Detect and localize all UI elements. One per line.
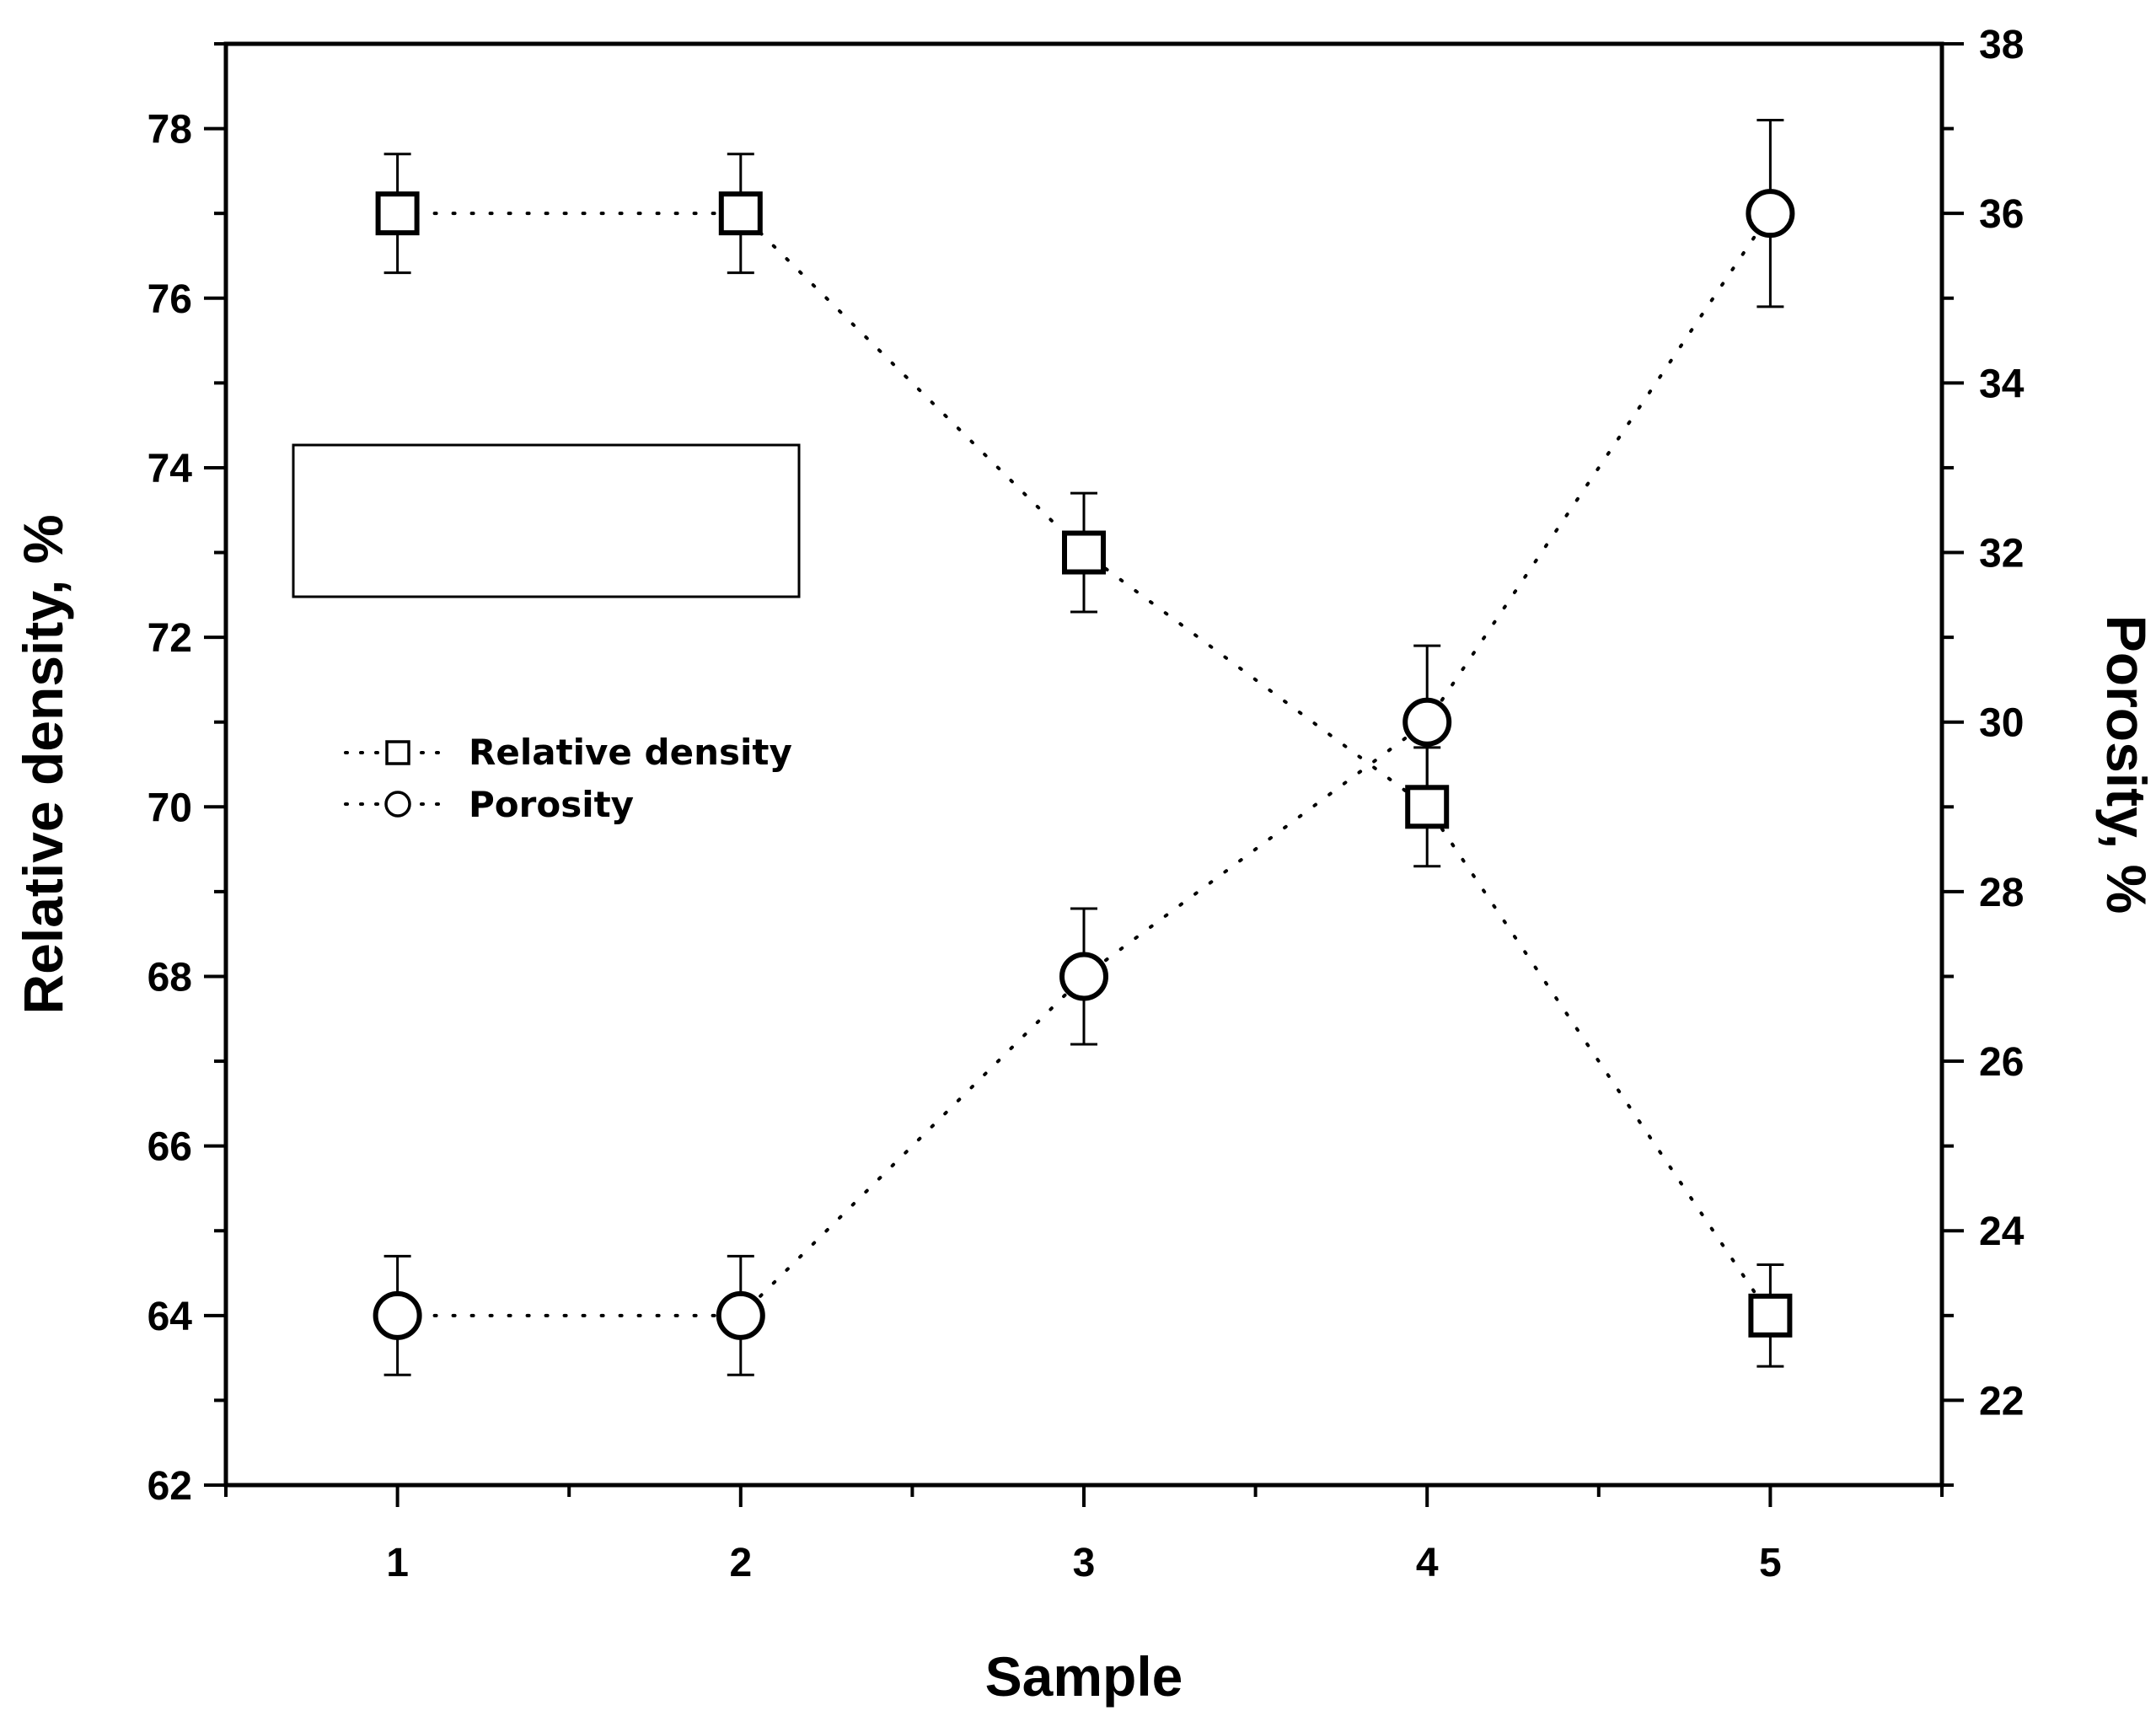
marker-relative-density-3 — [1062, 530, 1106, 575]
x-tick-label-4: 4 — [1416, 1541, 1439, 1585]
marker-relative-density-5 — [1748, 1293, 1793, 1338]
legend-marker-relative-density — [385, 740, 410, 765]
x-tick-label-2: 2 — [729, 1541, 752, 1585]
right-y-tick-label-26: 26 — [1979, 1040, 2024, 1085]
x-tick-label-3: 3 — [1073, 1541, 1096, 1585]
marker-porosity-1 — [373, 1290, 422, 1340]
right-y-tick-label-34: 34 — [1979, 362, 2025, 406]
marker-porosity-4 — [1402, 697, 1452, 747]
right-y-tick-label-22: 22 — [1979, 1379, 2024, 1424]
right-y-axis-title: Porosity, % — [2095, 615, 2156, 914]
right-y-tick-label-28: 28 — [1979, 871, 2024, 915]
left-y-tick-label-74: 74 — [147, 447, 193, 491]
legend-marker-porosity — [384, 791, 411, 818]
right-y-tick-label-36: 36 — [1979, 192, 2024, 237]
left-y-axis-title: Relative density, % — [12, 514, 74, 1014]
x-axis-title: Sample — [985, 1645, 1183, 1708]
data-markers — [373, 189, 1795, 1340]
left-y-tick-label-70: 70 — [147, 786, 192, 830]
x-tick-label-1: 1 — [386, 1541, 409, 1585]
right-y-tick-label-38: 38 — [1979, 23, 2024, 67]
marker-porosity-2 — [716, 1290, 765, 1340]
legend-label-porosity: Porosity — [469, 784, 634, 825]
marker-relative-density-2 — [718, 191, 763, 236]
left-y-tick-label-66: 66 — [147, 1125, 192, 1170]
left-y-tick-label-72: 72 — [147, 616, 192, 661]
left-y-tick-label-64: 64 — [147, 1295, 193, 1339]
left-y-tick-label-76: 76 — [147, 277, 192, 322]
left-y-tick-label-68: 68 — [147, 955, 192, 1000]
marker-relative-density-1 — [375, 191, 420, 236]
right-y-tick-label-24: 24 — [1979, 1209, 2025, 1254]
tick-labels: 1 2 3 4 562646668707274767822242628303234363… — [147, 23, 2025, 1585]
legend-label-relative-density: Relative density — [469, 732, 792, 773]
x-tick-label-5: 5 — [1759, 1541, 1782, 1585]
axis-ticks — [204, 42, 1964, 1507]
left-y-tick-label-78: 78 — [147, 108, 192, 153]
legend: Relative density Porosity — [292, 443, 801, 825]
marker-porosity-3 — [1059, 952, 1108, 1001]
marker-porosity-5 — [1746, 189, 1795, 239]
marker-relative-density-4 — [1405, 785, 1450, 829]
legend-box — [292, 443, 801, 598]
right-y-tick-label-30: 30 — [1979, 701, 2024, 746]
right-y-tick-label-32: 32 — [1979, 532, 2024, 577]
left-y-tick-label-62: 62 — [147, 1464, 192, 1509]
